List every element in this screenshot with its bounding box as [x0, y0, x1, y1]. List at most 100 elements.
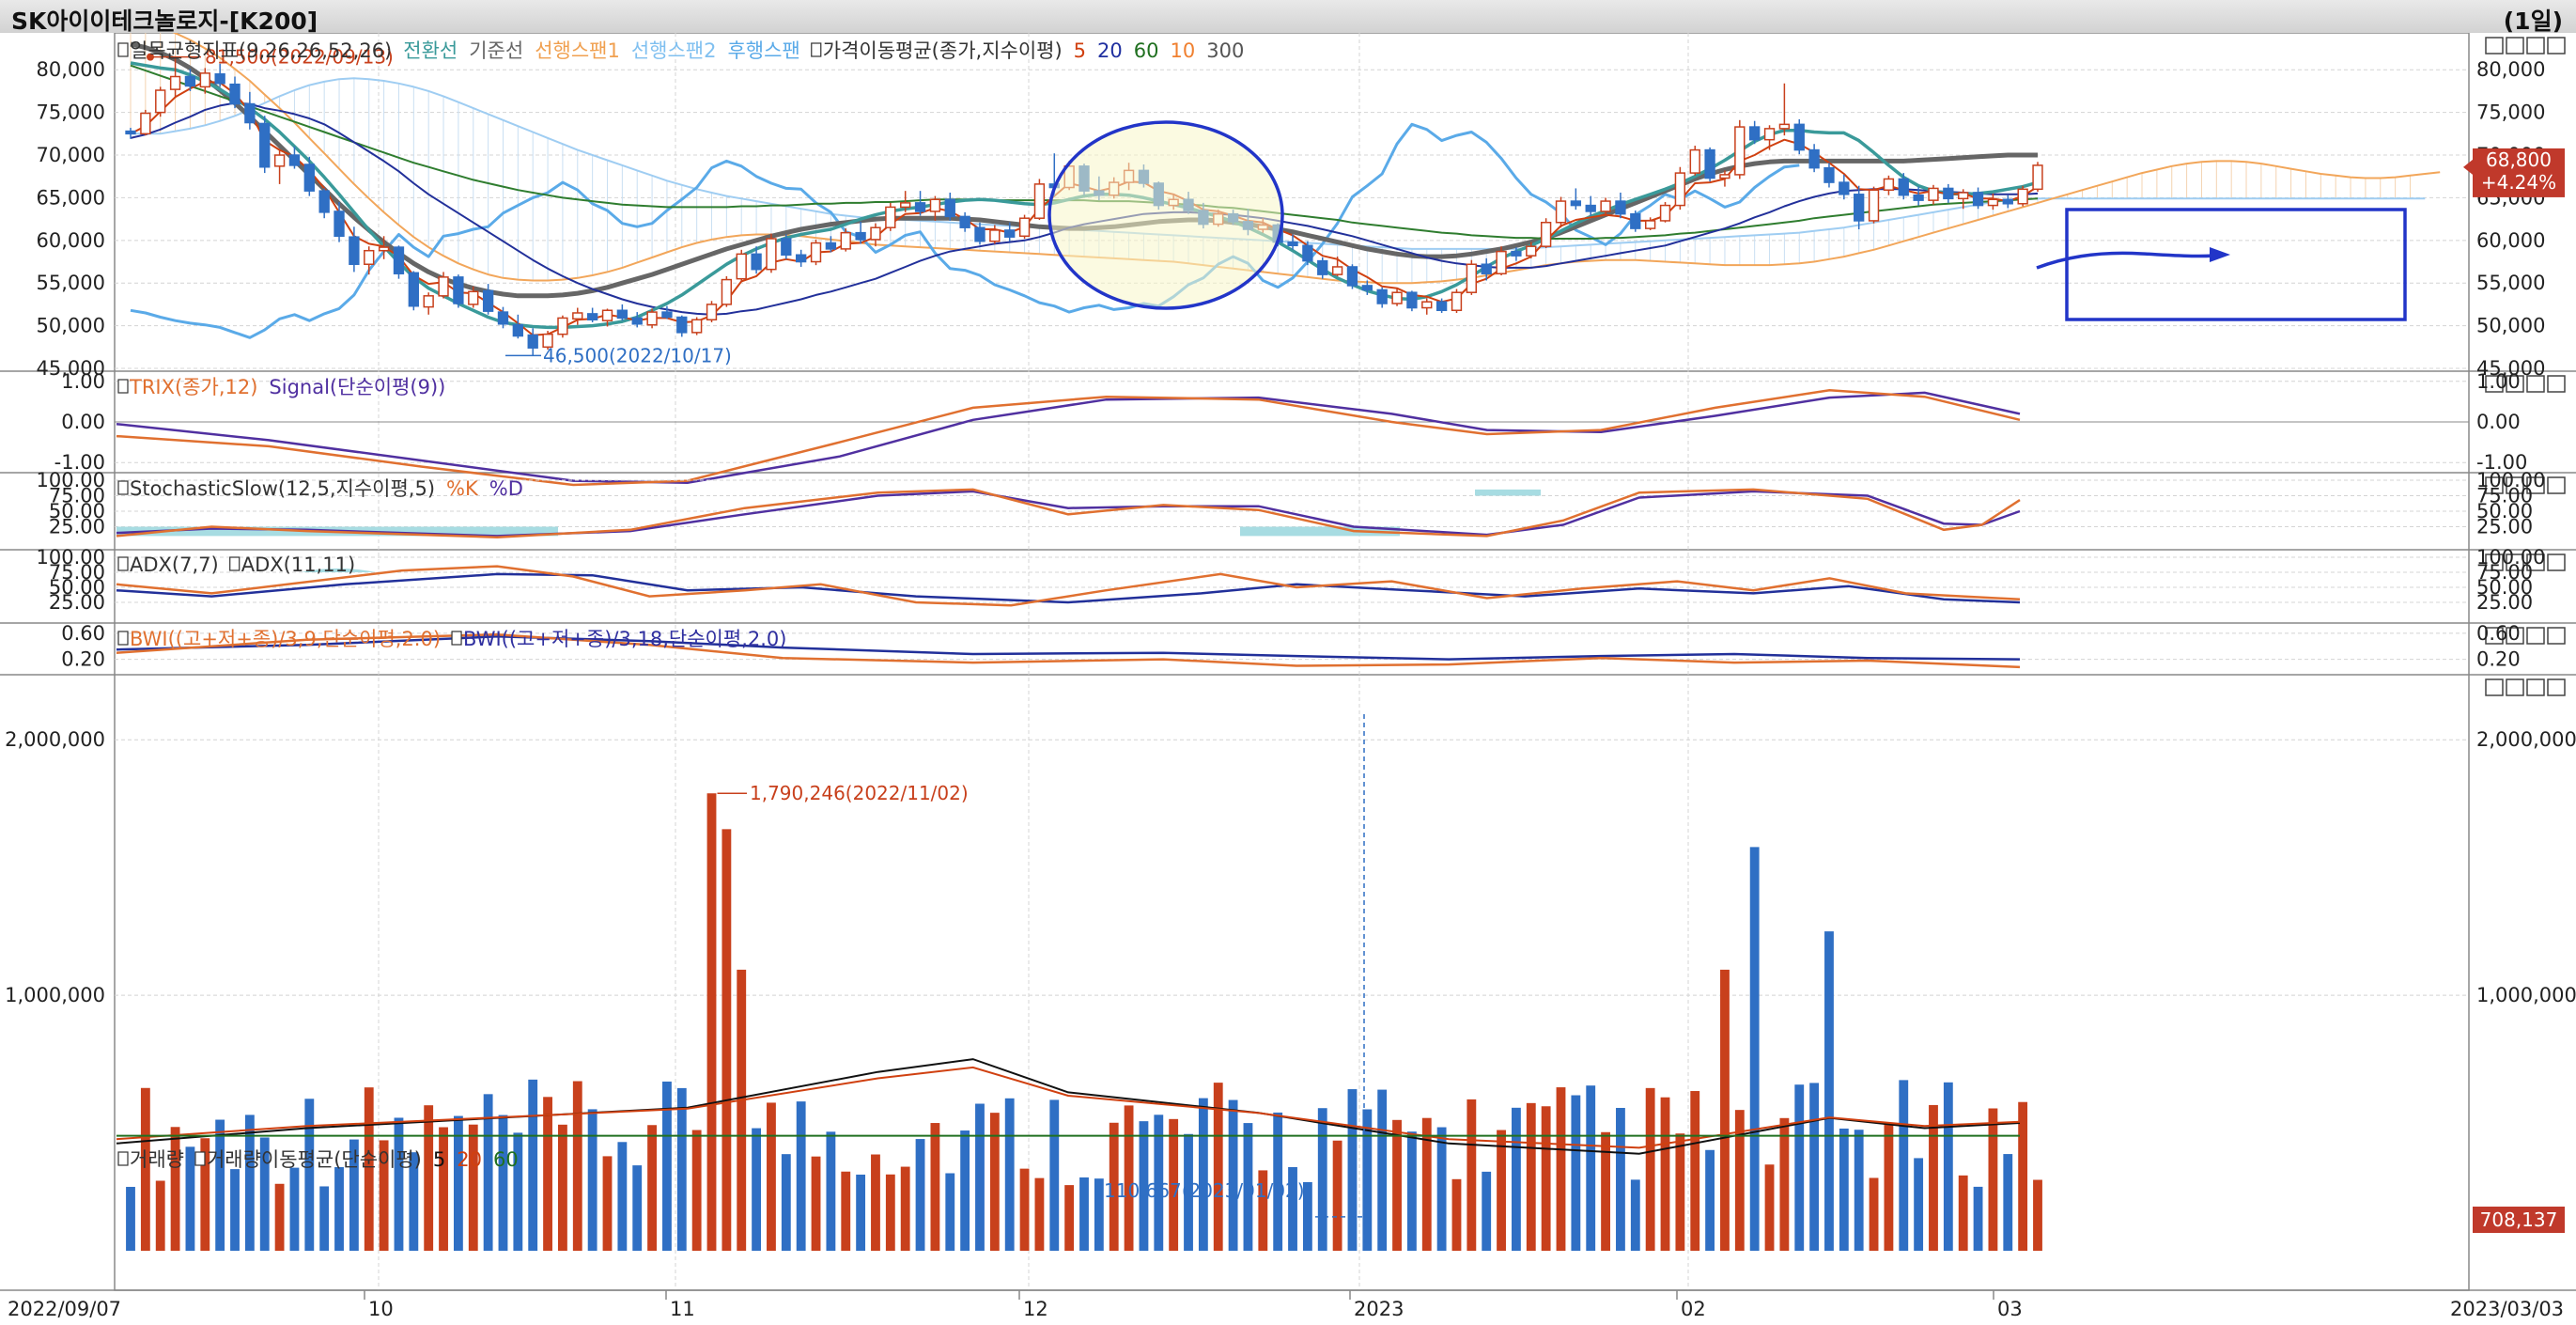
trix-tick-right: -1.00 [2476, 451, 2527, 474]
volume-bar [424, 1105, 434, 1251]
volume-badge [2473, 1207, 2565, 1233]
volume-bar [945, 1173, 955, 1251]
candle-body [586, 313, 598, 321]
candle-body [944, 198, 955, 218]
panel-control-icon[interactable] [2485, 476, 2566, 494]
price-tick-left: 55,000 [37, 272, 105, 294]
volume-bar [1943, 1082, 1953, 1251]
volume-bar [185, 1146, 195, 1251]
price-tick-left: 60,000 [37, 229, 105, 252]
candle-body [676, 316, 688, 334]
volume-bar [1779, 1117, 1790, 1251]
volume-bar [1184, 1133, 1193, 1251]
trix-line [116, 389, 2021, 487]
panel-control-icon [2485, 678, 2504, 696]
legend-item: 거래량 [130, 1148, 184, 1171]
adx-11-line [116, 572, 2021, 604]
oversold-shade [1240, 526, 1400, 537]
candle-body [751, 253, 762, 271]
price-tick-right: 50,000 [2476, 315, 2545, 337]
legend-toggle-icon [229, 556, 241, 571]
candle-body [1511, 250, 1522, 257]
adx-tick-right: 50.00 [2476, 576, 2533, 599]
panel-control-icon[interactable] [2485, 678, 2566, 696]
bwi-tick-left: 0.20 [61, 648, 105, 671]
volume-bar [200, 1138, 210, 1251]
volume-bar [409, 1152, 419, 1251]
bwi-tick-left: 0.60 [61, 622, 105, 645]
legend-item: TRIX(종가,12) [129, 376, 257, 398]
volume-bar [528, 1079, 538, 1251]
legend-item: ADX(7,7) [130, 553, 219, 576]
volume-tick-left: 1,000,000 [5, 984, 105, 1006]
legend-item: 거래량이동평균(단순이평) [207, 1148, 422, 1171]
volume-bar [274, 1183, 285, 1251]
price-tick-left: 70,000 [37, 144, 105, 166]
legend-item: BWI((고+저+종)/3,9,단순이평,2.0) [130, 628, 441, 650]
candle-body [393, 246, 405, 274]
candle-body [184, 75, 196, 87]
panel-control-icon[interactable] [2485, 375, 2566, 393]
volume-bar [304, 1099, 315, 1251]
x-tick-label: 12 [1023, 1298, 1048, 1320]
volume-bar [230, 1169, 240, 1251]
panel-control-icon [2506, 375, 2524, 393]
legend-item: 선행스팬2 [631, 39, 717, 62]
volume-bar [915, 1139, 925, 1251]
volume-bar [468, 1124, 478, 1251]
volume-bar [2003, 1154, 2013, 1251]
candle-body [349, 236, 360, 265]
price-tick-right: 55,000 [2476, 272, 2545, 294]
candle-body [959, 215, 970, 228]
x-tick-label: 2023 [1354, 1298, 1404, 1320]
volume-bar [1899, 1080, 1909, 1251]
candle-body [1854, 194, 1865, 222]
chart-canvas[interactable]: 80,00080,00075,00075,00070,00070,00065,0… [0, 33, 2576, 1325]
panel-control-icon [2526, 375, 2545, 393]
price-badge [2473, 148, 2565, 197]
panel-control-icon [2547, 627, 2566, 645]
candle-body [1331, 266, 1343, 275]
volume-bar [1362, 1109, 1373, 1251]
candle-body [1704, 148, 1715, 179]
candle-body [2032, 164, 2043, 191]
candle-body [1823, 166, 1835, 183]
volume-bar [1302, 1181, 1312, 1251]
candle-body [1391, 291, 1403, 304]
stoch-tick-right: 75.00 [2476, 485, 2533, 507]
candle-body [1302, 244, 1313, 262]
volume-bar [1675, 1133, 1685, 1251]
price-tick-right: 45,000 [2476, 357, 2545, 380]
price-tick-right: 80,000 [2476, 58, 2545, 81]
candle-body [1883, 178, 1895, 192]
volume-bar [1660, 1097, 1670, 1251]
volume-badge-value: 708,137 [2480, 1208, 2558, 1231]
price-tick-right: 75,000 [2476, 101, 2545, 124]
volume-bar [1586, 1085, 1596, 1251]
stoch-tick-left: 100.00 [37, 469, 105, 491]
volume-bar [1377, 1089, 1388, 1251]
volume-bar [737, 969, 747, 1251]
volume-bar [617, 1142, 628, 1251]
volume-bar [841, 1171, 851, 1251]
volume-bar [349, 1139, 359, 1251]
candle-body [1928, 187, 1939, 201]
period-label[interactable]: (1일) [2503, 8, 2563, 35]
overbought-shade [1475, 489, 1541, 496]
panel-control-icon[interactable] [2485, 627, 2566, 645]
volume-bar [781, 1154, 791, 1251]
volume-bar [543, 1097, 552, 1251]
panel-control-icon[interactable] [2485, 553, 2566, 571]
legend-toggle-icon [117, 379, 129, 394]
volume-tick-right: 2,000,000 [2476, 728, 2576, 751]
panel-control-icon[interactable] [2485, 37, 2566, 55]
volume-bar [1079, 1177, 1089, 1251]
volume-bar [379, 1140, 389, 1251]
stoch-tick-right: 50.00 [2476, 500, 2533, 522]
bwi-18-line [116, 635, 2021, 661]
candle-body [542, 333, 553, 349]
candle-body [155, 89, 166, 114]
volume-bar [1019, 1168, 1030, 1251]
candle-body [885, 206, 896, 228]
